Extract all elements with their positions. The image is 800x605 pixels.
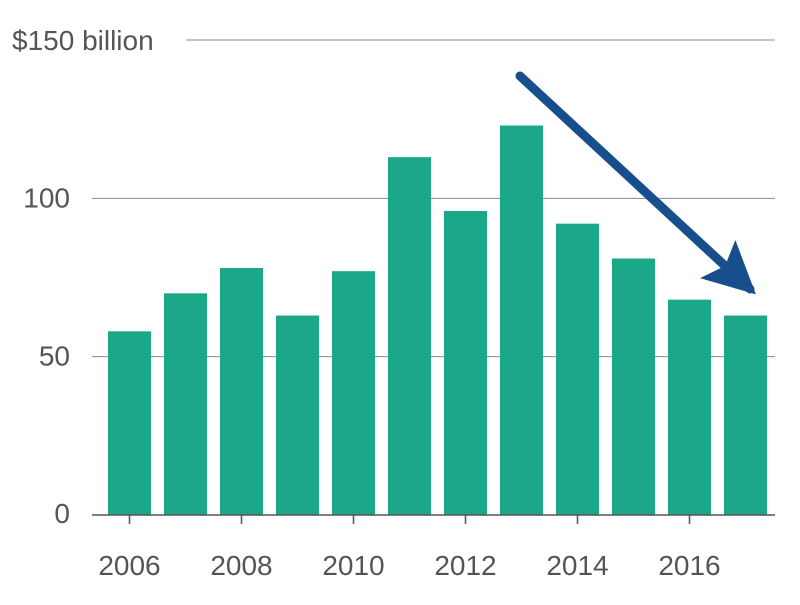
bar-2015	[612, 258, 655, 515]
bar-2007	[164, 293, 207, 515]
trend-annotation	[515, 71, 756, 295]
x-tick-label: 2012	[434, 550, 496, 581]
bar-2012	[444, 211, 487, 515]
x-axis	[92, 514, 775, 524]
y-tick-label: 100	[23, 182, 70, 213]
x-tick-label: 2010	[322, 550, 384, 581]
y-tick-label: 50	[39, 341, 70, 372]
x-tick-label: 2006	[98, 550, 160, 581]
y-tick-labels: 0 50 100 $150 billion	[12, 25, 154, 529]
x-tick-labels: 2006 2008 2010 2012 2014 2016	[98, 550, 720, 581]
bar-2009	[276, 315, 319, 515]
bars	[108, 125, 767, 515]
bar-2008	[220, 268, 263, 515]
x-tick-label: 2014	[546, 550, 608, 581]
bar-2014	[556, 223, 599, 515]
x-tick-label: 2008	[210, 550, 272, 581]
bar-2016	[668, 299, 711, 515]
bar-2013	[500, 125, 543, 515]
bar-2017	[724, 315, 767, 515]
y-tick-label: $150 billion	[12, 25, 154, 56]
y-tick-label: 0	[54, 498, 70, 529]
x-tick-label: 2016	[658, 550, 720, 581]
bar-2006	[108, 331, 151, 515]
bar-2011	[388, 157, 431, 515]
bar-2010	[332, 271, 375, 515]
trend-arrow	[515, 71, 756, 295]
